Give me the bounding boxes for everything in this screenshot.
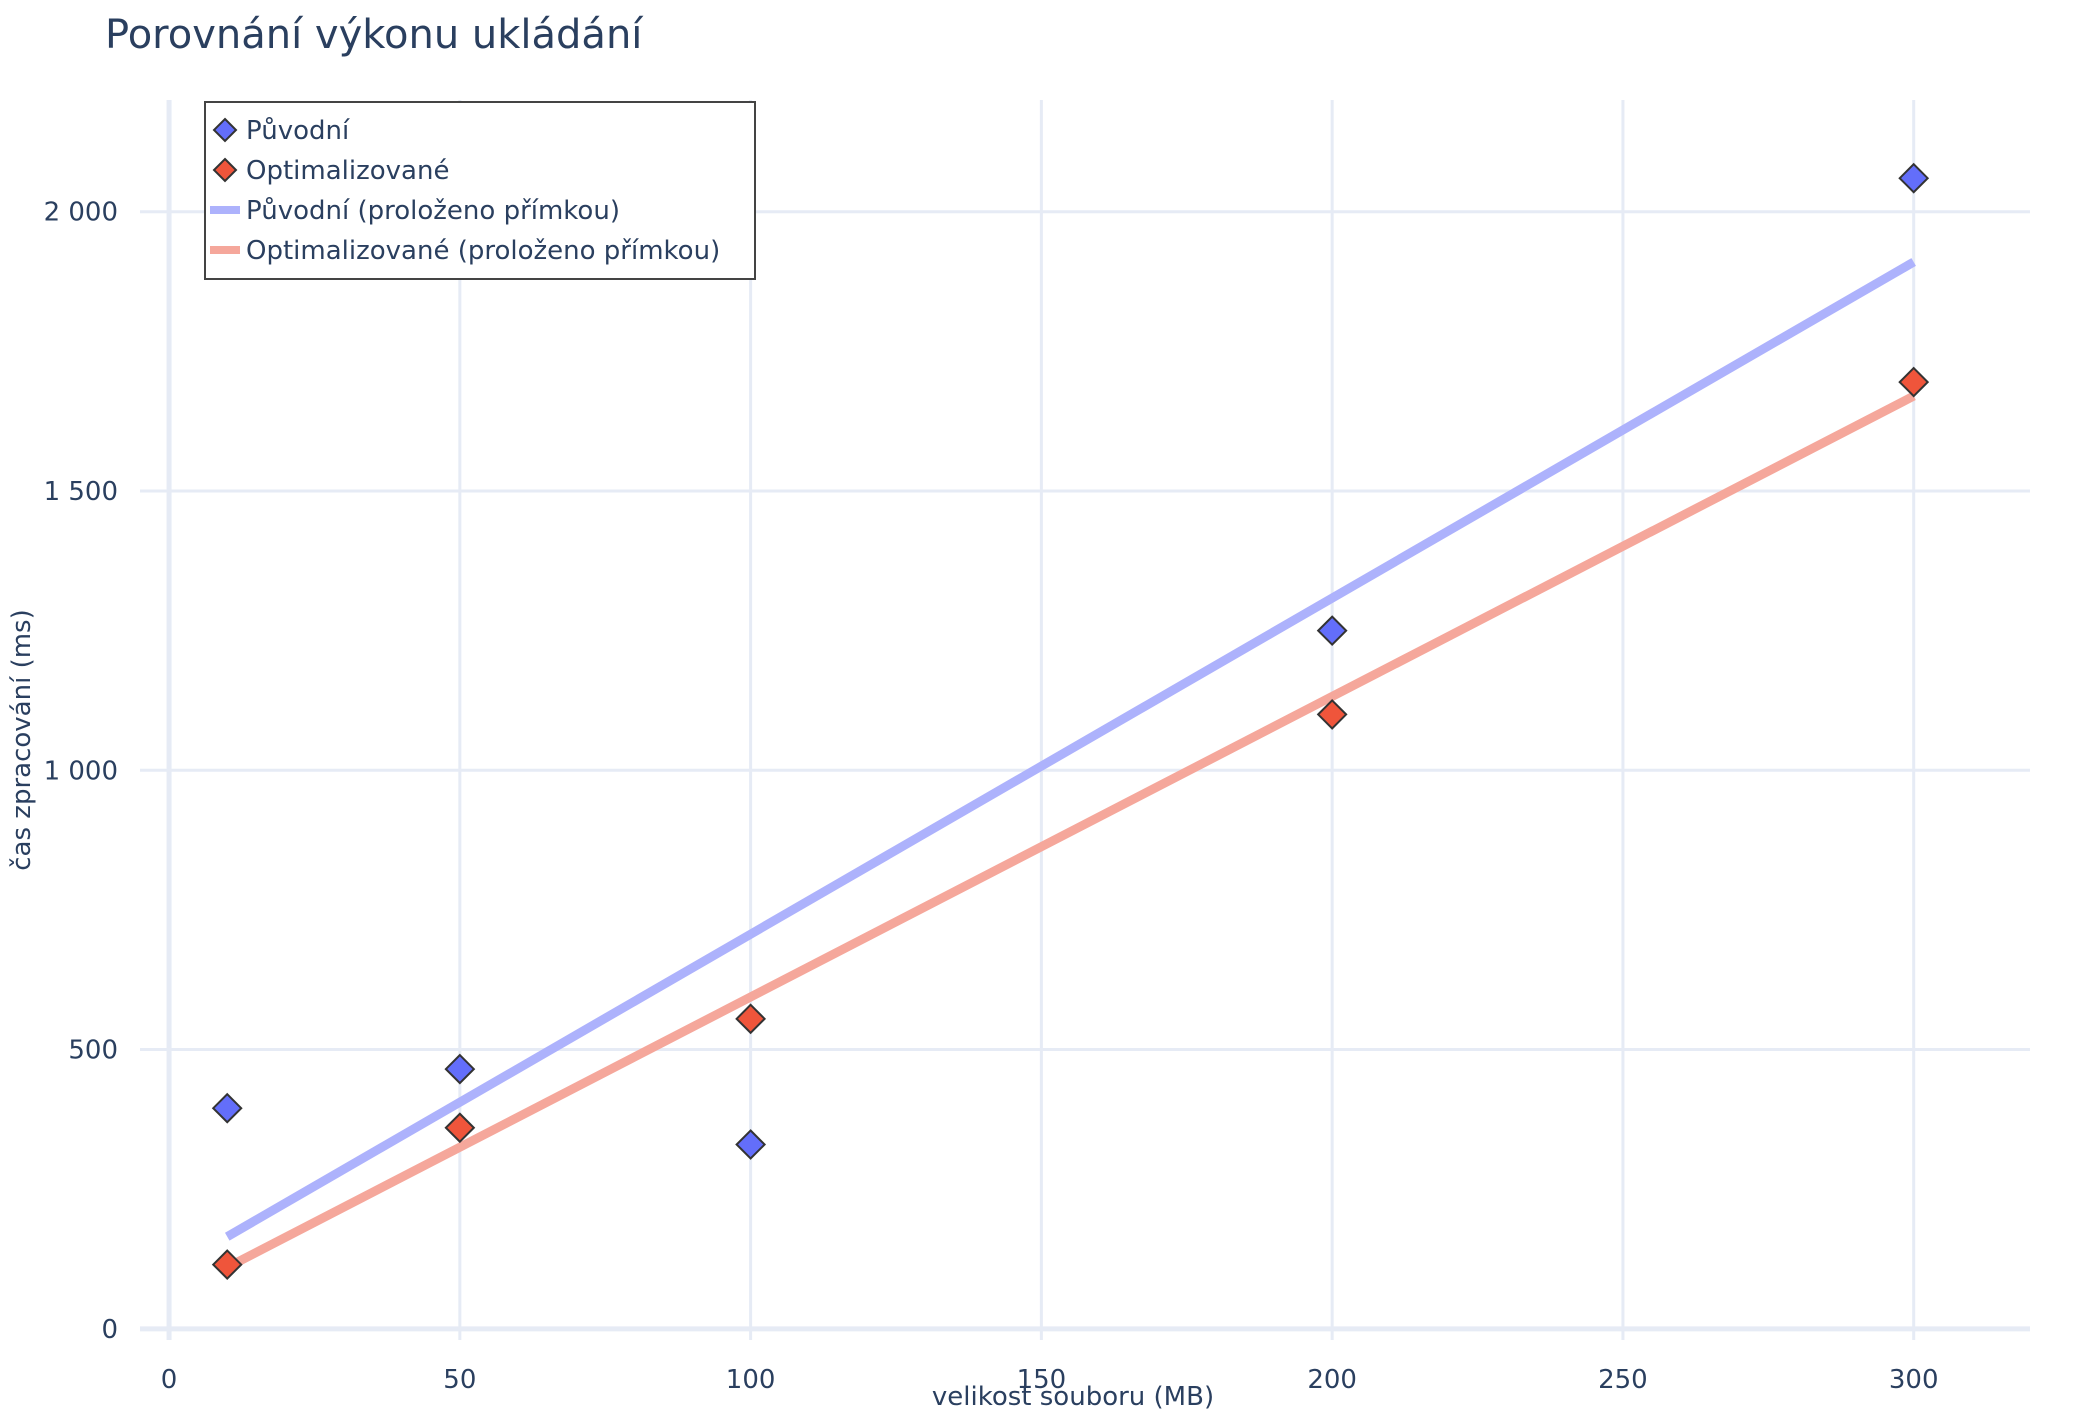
x-tick-label: 100 xyxy=(726,1365,776,1395)
data-point-series-2 xyxy=(1898,366,1930,398)
x-tick-label: 200 xyxy=(1307,1365,1357,1395)
y-tick-label: 1 500 xyxy=(44,477,118,507)
data-point-series-1 xyxy=(211,1092,243,1124)
fit-line-1 xyxy=(224,258,1916,1241)
legend-marker xyxy=(212,157,238,183)
y-tick-label: 500 xyxy=(68,1036,118,1066)
y-axis-label: čas zpracování (ms) xyxy=(7,609,37,870)
x-axis-label: velikost souboru (MB) xyxy=(932,1382,1214,1412)
x-tick-label: 0 xyxy=(161,1365,178,1395)
data-point-series-2 xyxy=(211,1249,243,1281)
chart-title: Porovnání výkonu ukládání xyxy=(105,12,644,58)
legend-label: Optimalizované xyxy=(246,156,449,186)
legend-label: Původní (proloženo přímkou) xyxy=(246,196,620,226)
tick-labels: 0 50 100 150 200 250 300 0 500 1 000 1 500 2 000 xyxy=(44,198,1939,1395)
data-point-series-2 xyxy=(444,1112,476,1144)
data-point-series-1 xyxy=(1316,615,1348,647)
x-tick-label: 50 xyxy=(443,1365,476,1395)
y-tick-label: 0 xyxy=(101,1315,118,1345)
plot-area xyxy=(211,162,1930,1281)
data-point-series-1 xyxy=(444,1053,476,1085)
legend-marker xyxy=(212,117,238,143)
data-point-series-2 xyxy=(735,1003,767,1035)
y-tick-label: 2 000 xyxy=(44,198,118,228)
legend-box xyxy=(204,101,756,280)
y-tick-label: 1 000 xyxy=(44,756,118,786)
legend-label: Optimalizované (proloženo přímkou) xyxy=(246,236,720,266)
x-tick-label: 150 xyxy=(1017,1365,1067,1395)
legend-label: Původní xyxy=(246,116,350,146)
data-point-series-2 xyxy=(1316,698,1348,730)
x-tick-label: 300 xyxy=(1889,1365,1939,1395)
fit-line-2 xyxy=(225,392,1916,1272)
data-point-series-1 xyxy=(735,1129,767,1160)
grid xyxy=(140,100,2030,1340)
legend: Původní Optimalizované Původní (proloženo … xyxy=(204,101,756,280)
data-point-series-1 xyxy=(1898,162,1930,194)
x-tick-label: 250 xyxy=(1598,1365,1648,1395)
